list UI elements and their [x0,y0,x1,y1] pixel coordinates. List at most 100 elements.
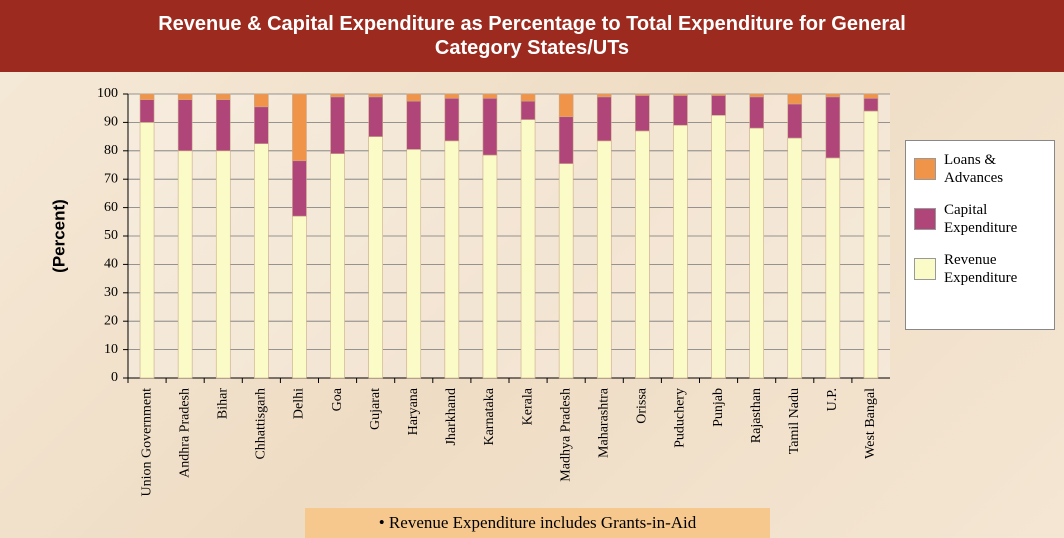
y-tick-label: 50 [104,228,118,243]
bar-segment [863,93,879,99]
legend: Loans & Advances Capital Expenditure Reven… [905,140,1055,330]
bar-segment [215,99,231,152]
x-tick-label: Gujarat [368,388,383,430]
y-axis-label: (Percent) [49,199,68,273]
bar-segment [292,215,307,379]
bar-segment [673,93,688,96]
bar-segment [330,153,345,379]
x-tick-label: Kerala [520,387,535,425]
x-tick-label: Goa [330,387,345,411]
bar-segment [558,163,574,379]
x-tick-label: Jharkhand [444,388,459,446]
chart-title: Revenue & Capital Expenditure as Percent… [158,13,906,59]
bar-segment [177,93,193,100]
bar-segment [520,100,536,120]
bar-segment [368,96,383,137]
bar-segment [368,93,383,98]
bar-segment [673,95,688,126]
x-tick-label: Delhi [292,388,307,419]
bar-segment [825,157,841,379]
x-tick-label: West Bangal [863,388,878,459]
bar-segment [444,93,460,99]
bar-segment [787,93,803,105]
legend-swatch [914,158,936,180]
bar-segment [863,97,879,112]
bar-segment [787,103,803,139]
legend-label: Capital Expenditure [944,202,1018,236]
y-tick-label: 100 [97,86,118,101]
x-tick-label: Puduchery [673,388,688,448]
bar-segment [596,140,612,379]
y-tick-label: 30 [104,285,118,300]
bar-segment [749,96,764,129]
bar-segment [215,150,231,379]
bar-segment [482,97,498,156]
y-tick-label: 80 [104,143,118,158]
x-tick-label: Orissa [635,387,650,424]
bar-segment [139,99,155,123]
bar-segment [863,110,879,379]
y-tick-label: 10 [104,342,118,357]
bar-segment [330,93,345,98]
x-tick-label: Union Government [139,388,154,497]
bar-segment [406,100,422,150]
bar-segment [482,154,498,379]
x-tick-label: Rajasthan [749,388,764,443]
x-tick-label: U.P. [825,388,840,411]
bar-segment [520,93,536,102]
header: Revenue & Capital Expenditure as Percent… [0,0,1064,72]
bar-segment [825,93,841,98]
bar-segment [711,93,726,96]
bar-segment [711,95,726,116]
legend-swatch [914,258,936,280]
bar-segment [139,93,155,100]
bar-segment [292,160,307,217]
x-tick-label: Andhra Pradesh [177,388,192,478]
x-tick-label: Madhya Pradesh [558,388,573,482]
bar-segment [254,106,269,144]
bar-segment [673,124,688,379]
bar-segment [177,150,193,379]
bar-segment [330,96,345,154]
bar-segment [558,93,574,118]
bar-segment [596,96,612,142]
bar-segment [177,99,193,152]
legend-label: Revenue Expenditure [944,252,1018,286]
legend-item: Capital Expenditure [914,201,1050,237]
bar-segment [254,143,269,379]
bar-segment [635,95,650,132]
y-tick-label: 20 [104,313,118,328]
bar-segment [711,115,726,379]
bar-segment [635,130,650,379]
x-tick-label: Haryana [406,387,421,435]
bar-segment [292,93,307,162]
bar-segment [749,93,764,98]
y-tick-label: 60 [104,200,118,215]
bar-segment [596,93,612,98]
x-tick-label: Karnataka [482,387,497,445]
bar-segment [444,140,460,379]
x-tick-label: Bihar [215,388,230,419]
bar-segment [482,93,498,99]
bar-segment [444,97,460,142]
y-tick-label: 90 [104,115,118,130]
y-tick-label: 0 [111,370,118,385]
legend-label: Loans & Advances [944,152,1004,186]
x-tick-label: Chhattisgarh [254,388,269,460]
bar-segment [215,93,231,100]
legend-swatch [914,208,936,230]
bar-segment [749,127,764,379]
legend-item: Loans & Advances [914,151,1050,187]
x-tick-label: Punjab [711,388,726,427]
bar-segment [520,119,536,379]
bar-segment [825,96,841,159]
y-tick-label: 40 [104,257,118,272]
bar-segment [368,136,383,379]
x-tick-label: Maharashtra [596,387,611,458]
bar-segment [406,93,422,102]
bar-segment [254,93,269,108]
legend-item: Revenue Expenditure [914,251,1050,287]
bar-segment [558,116,574,164]
